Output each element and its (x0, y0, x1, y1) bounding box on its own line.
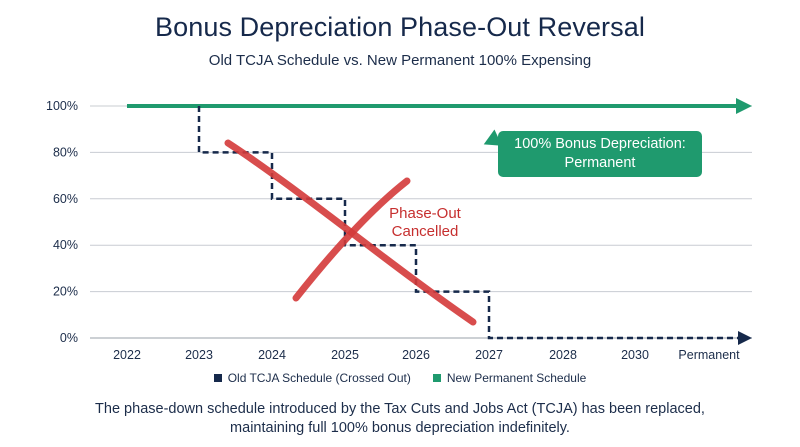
phase-out-cancelled-label: Phase-Out Cancelled (370, 205, 480, 241)
chart-legend: Old TCJA Schedule (Crossed Out) New Perm… (0, 371, 800, 385)
y-tick-label: 0% (60, 331, 78, 345)
legend-swatch-old (213, 374, 222, 382)
series-arrow-old-tcja (738, 331, 752, 345)
callout-line-2: Permanent (564, 155, 636, 171)
y-tick-label: 100% (46, 99, 78, 113)
annotation-line-1: Phase-Out (389, 205, 461, 222)
chart-subtitle: Old TCJA Schedule vs. New Permanent 100%… (208, 52, 592, 69)
cross-out-stroke-1 (224, 139, 477, 326)
x-tick-label: 2024 (258, 348, 286, 362)
legend-label-new: New Permanent Schedule (446, 371, 587, 385)
x-tick-label: Permanent (678, 348, 740, 362)
caption-line-2: maintaining full 100% bonus depreciation… (230, 420, 570, 436)
legend-label-old: Old TCJA Schedule (Crossed Out) (227, 371, 411, 385)
legend-swatch-new (432, 374, 441, 382)
x-tick-label: 2028 (549, 348, 577, 362)
legend-item-new: New Permanent Schedule (432, 371, 587, 385)
cross-out-stroke-2 (292, 177, 411, 302)
x-tick-label: 2022 (113, 348, 141, 362)
y-tick-label: 80% (53, 145, 78, 159)
callout-line-1: 100% Bonus Depreciation: (514, 136, 686, 152)
x-tick-label: 2023 (185, 348, 213, 362)
x-tick-label: 2030 (621, 348, 649, 362)
series-arrow-new-permanent (736, 98, 752, 114)
y-tick-label: 40% (53, 238, 78, 252)
legend-item-old: Old TCJA Schedule (Crossed Out) (213, 371, 411, 385)
x-tick-label: 2026 (402, 348, 430, 362)
caption-line-1: The phase-down schedule introduced by th… (95, 401, 705, 417)
x-tick-label: 2025 (331, 348, 359, 362)
x-tick-label: 2027 (475, 348, 503, 362)
y-tick-label: 60% (53, 192, 78, 206)
caption: The phase-down schedule introduced by th… (0, 400, 800, 438)
y-tick-label: 20% (53, 285, 78, 299)
annotation-line-2: Cancelled (391, 223, 459, 240)
permanent-callout: 100% Bonus Depreciation: Permanent (498, 131, 702, 177)
chart-title: Bonus Depreciation Phase-Out Reversal (155, 12, 645, 42)
